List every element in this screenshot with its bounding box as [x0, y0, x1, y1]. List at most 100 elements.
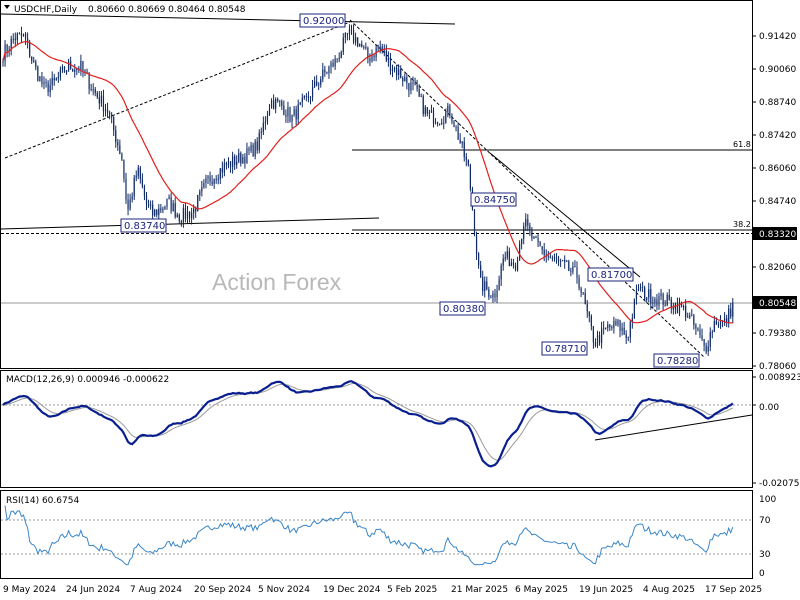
candle-body [715, 320, 717, 325]
candle-body [469, 164, 471, 190]
candle-body [594, 342, 597, 346]
upper-trendline [0, 13, 456, 25]
candle-body [322, 69, 324, 80]
candle-body [94, 89, 96, 94]
candle-body [109, 112, 111, 115]
candle-body [447, 105, 449, 113]
candle-body [422, 96, 424, 115]
candle-body [631, 318, 633, 323]
candle-body [90, 89, 92, 90]
candle-body [82, 60, 84, 71]
candle-body [275, 98, 277, 109]
candle-body [672, 307, 674, 310]
candle-body [273, 100, 275, 109]
candle-body [488, 289, 490, 297]
candle-body [404, 77, 406, 82]
current-price-value: 0.80548 [759, 299, 796, 309]
macd-title: MACD(12,26,9) 0.000946 -0.000622 [6, 375, 169, 385]
candle-body [348, 29, 351, 35]
candle-body [713, 320, 715, 333]
rsi-tick: 0 [759, 569, 765, 579]
candle-body [543, 249, 545, 255]
candle-body [693, 315, 695, 326]
candle-body [637, 288, 640, 291]
candle-body [293, 109, 295, 115]
candle-body [320, 79, 322, 85]
candle-body [525, 219, 527, 227]
candle-body [660, 293, 662, 297]
candle-body [449, 105, 451, 116]
candle-body [184, 208, 187, 219]
candle-body [332, 62, 334, 67]
candle-body [121, 153, 123, 160]
swing-label-box [120, 218, 167, 233]
candle-body [621, 327, 623, 331]
candle-body [305, 95, 307, 97]
candle-body [642, 286, 644, 288]
candle-body [254, 141, 256, 157]
candle-body [252, 144, 254, 157]
candle-body [578, 277, 580, 289]
candle-body [506, 251, 508, 258]
candle-body [31, 56, 33, 61]
candle-body [514, 265, 517, 271]
candle-body [104, 109, 107, 112]
candle-body [203, 182, 205, 188]
candle-body [726, 318, 728, 323]
candle-body [22, 33, 25, 37]
candle-body [51, 78, 53, 86]
candle-body [537, 237, 539, 243]
candle-body [609, 324, 611, 327]
candle-body [299, 102, 301, 105]
candle-body [29, 41, 31, 57]
candle-body [20, 33, 23, 37]
candle-body [484, 281, 486, 292]
candle-body [590, 315, 592, 327]
candle-body [229, 161, 232, 167]
candle-body [408, 82, 410, 91]
swing-label: 0.84750 [474, 195, 515, 206]
candle-body [195, 208, 197, 211]
candle-body [424, 107, 426, 115]
candle-body [568, 261, 570, 271]
rsi-tick: 100 [759, 495, 776, 505]
candle-body [98, 97, 100, 104]
candle-body [324, 69, 326, 73]
candle-body [18, 33, 20, 35]
candle-body [246, 148, 248, 164]
candle-body [527, 219, 529, 226]
swing-label-box [541, 341, 588, 356]
swing-label-box [653, 353, 700, 368]
candle-body [145, 195, 148, 204]
candle-body [250, 144, 252, 151]
candle-body [730, 308, 732, 317]
rsi-panel-frame [0, 490, 753, 579]
candle-body [680, 302, 683, 308]
candle-body [363, 46, 365, 48]
swing-label: 0.78280 [657, 356, 698, 367]
candle-body [687, 316, 689, 318]
candle-body [588, 311, 590, 316]
candle-body [719, 320, 722, 326]
candle-body [584, 292, 586, 304]
price-y-axis: 0.91420 0.90060 0.88740 0.87420 0.86060 … [752, 32, 797, 372]
candle-body [615, 321, 617, 326]
candle-body [219, 168, 221, 180]
candle-body [215, 178, 217, 180]
candle-body [685, 306, 687, 317]
candle-body [633, 298, 635, 319]
macd-tick: 0.00 [759, 403, 779, 413]
rsi-tick: 30 [759, 550, 771, 560]
candle-body [432, 110, 435, 124]
swing-label-box [299, 13, 346, 28]
candle-body [303, 95, 305, 98]
macd-y-axis: 0.008923 0.00 -0.020759 [752, 373, 800, 489]
candle-body [387, 57, 389, 61]
x-tick-label: 5 Feb 2025 [387, 585, 437, 595]
candle-body [418, 89, 420, 97]
candle-body [519, 243, 521, 261]
candle-body [102, 95, 105, 112]
candle-body [49, 85, 51, 92]
candle-body [709, 332, 711, 347]
candle-body [707, 346, 709, 352]
